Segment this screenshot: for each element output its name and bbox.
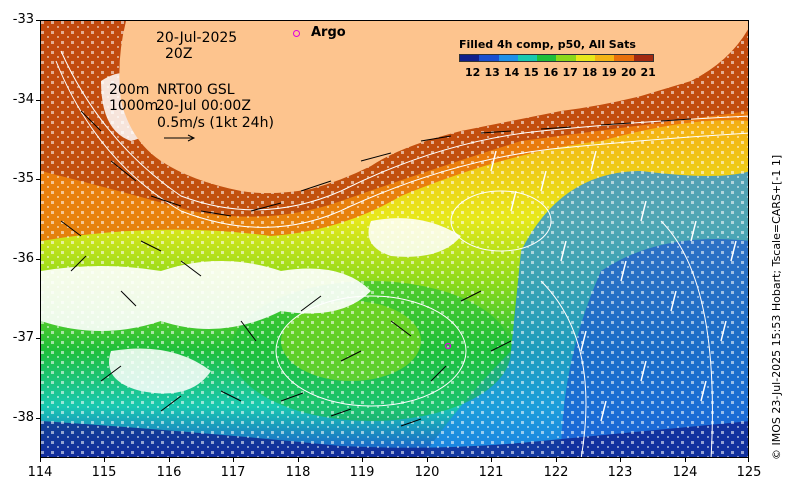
time-label: 20Z	[165, 46, 193, 62]
x-tick-mark	[685, 458, 686, 462]
x-tick-mark	[556, 458, 557, 462]
x-tick-mark	[104, 458, 105, 462]
x-tick-label: 123	[607, 465, 633, 480]
colorbar-tick: 21	[640, 66, 656, 79]
y-tick-label: -38	[12, 410, 34, 425]
depth-1000-label: 1000m	[109, 98, 159, 114]
legend-title: Filled 4h comp, p50, All Sats	[459, 38, 636, 51]
x-tick-mark	[362, 458, 363, 462]
colorbar-tick: 13	[484, 66, 500, 79]
colorbar-swatch	[633, 55, 653, 61]
x-tick-label: 119	[349, 465, 375, 480]
colorbar-tick: 19	[601, 66, 617, 79]
x-tick-label: 114	[27, 465, 53, 480]
colorbar-swatch	[498, 55, 518, 61]
x-tick-mark	[427, 458, 428, 462]
x-tick-label: 117	[220, 465, 246, 480]
depth-200-label: 200m	[109, 82, 150, 98]
x-tick-label: 116	[156, 465, 182, 480]
colorbar-tick: 14	[504, 66, 520, 79]
x-tick-label: 118	[285, 465, 311, 480]
colorbar-swatch	[517, 55, 538, 61]
colorbar-swatch	[595, 55, 615, 61]
x-tick-label: 124	[672, 465, 698, 480]
y-tick-mark	[36, 418, 40, 419]
argo-float-marker	[444, 342, 452, 350]
colorbar-tick: 20	[621, 66, 637, 79]
colorbar-swatch	[614, 55, 634, 61]
colorbar-tick: 15	[523, 66, 539, 79]
sst-map	[40, 20, 749, 458]
valid-time-label: 20-Jul 00:00Z	[156, 98, 251, 114]
date-label: 20-Jul-2025	[156, 30, 238, 46]
x-tick-mark	[169, 458, 170, 462]
sst-field	[41, 21, 748, 457]
y-tick-label: -37	[12, 330, 34, 345]
y-tick-mark	[36, 179, 40, 180]
y-tick-label: -36	[12, 251, 34, 266]
product-label: NRT00 GSL	[157, 82, 235, 98]
x-tick-mark	[40, 458, 41, 462]
argo-legend-icon	[293, 30, 300, 37]
scale-label: 0.5m/s (1kt 24h)	[157, 115, 274, 131]
x-tick-mark	[491, 458, 492, 462]
y-tick-label: -34	[12, 92, 34, 107]
colorbar-swatch	[479, 55, 499, 61]
colorbar-swatch	[537, 55, 557, 61]
y-tick-label: -33	[12, 12, 34, 27]
x-tick-label: 120	[414, 465, 440, 480]
x-tick-mark	[620, 458, 621, 462]
credit-text: © IMOS 23-Jul-2025 15:53 Hobart; Tscale=…	[770, 154, 783, 460]
y-tick-mark	[36, 338, 40, 339]
x-tick-label: 122	[543, 465, 569, 480]
colorbar	[459, 54, 654, 62]
x-tick-label: 125	[736, 465, 762, 480]
colorbar-swatch	[575, 55, 596, 61]
colorbar-tick: 16	[543, 66, 559, 79]
y-tick-mark	[36, 259, 40, 260]
x-tick-mark	[298, 458, 299, 462]
x-tick-mark	[748, 458, 749, 462]
scale-arrow-icon	[164, 134, 196, 142]
colorbar-ticks: 12 13 14 15 16 17 18 19 20 21	[465, 66, 660, 79]
y-tick-label: -35	[12, 171, 34, 186]
colorbar-tick: 12	[465, 66, 481, 79]
colorbar-tick: 18	[582, 66, 598, 79]
x-tick-mark	[233, 458, 234, 462]
y-tick-mark	[36, 20, 40, 21]
argo-label: Argo	[311, 25, 346, 40]
x-tick-label: 115	[91, 465, 117, 480]
colorbar-swatch	[460, 55, 480, 61]
colorbar-tick: 17	[562, 66, 578, 79]
colorbar-swatch	[556, 55, 576, 61]
y-tick-mark	[36, 100, 40, 101]
x-tick-label: 121	[478, 465, 504, 480]
